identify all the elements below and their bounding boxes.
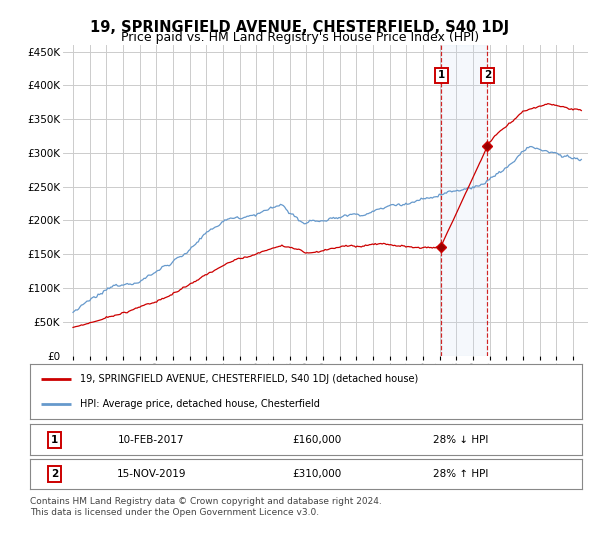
Text: Price paid vs. HM Land Registry's House Price Index (HPI): Price paid vs. HM Land Registry's House …: [121, 31, 479, 44]
Text: 1: 1: [51, 435, 58, 445]
Text: 1: 1: [438, 70, 445, 80]
Text: £310,000: £310,000: [292, 469, 341, 479]
Text: 2: 2: [51, 469, 58, 479]
Text: Contains HM Land Registry data © Crown copyright and database right 2024.
This d: Contains HM Land Registry data © Crown c…: [30, 497, 382, 517]
Text: 28% ↑ HPI: 28% ↑ HPI: [433, 469, 488, 479]
Text: £160,000: £160,000: [292, 435, 341, 445]
Bar: [442, 45, 487, 356]
Text: 2: 2: [484, 70, 491, 80]
Text: 10-FEB-2017: 10-FEB-2017: [118, 435, 185, 445]
Text: 28% ↓ HPI: 28% ↓ HPI: [433, 435, 488, 445]
Text: 15-NOV-2019: 15-NOV-2019: [116, 469, 186, 479]
Text: HPI: Average price, detached house, Chesterfield: HPI: Average price, detached house, Ches…: [80, 399, 320, 409]
Text: 19, SPRINGFIELD AVENUE, CHESTERFIELD, S40 1DJ: 19, SPRINGFIELD AVENUE, CHESTERFIELD, S4…: [91, 20, 509, 35]
Text: 19, SPRINGFIELD AVENUE, CHESTERFIELD, S40 1DJ (detached house): 19, SPRINGFIELD AVENUE, CHESTERFIELD, S4…: [80, 374, 418, 384]
